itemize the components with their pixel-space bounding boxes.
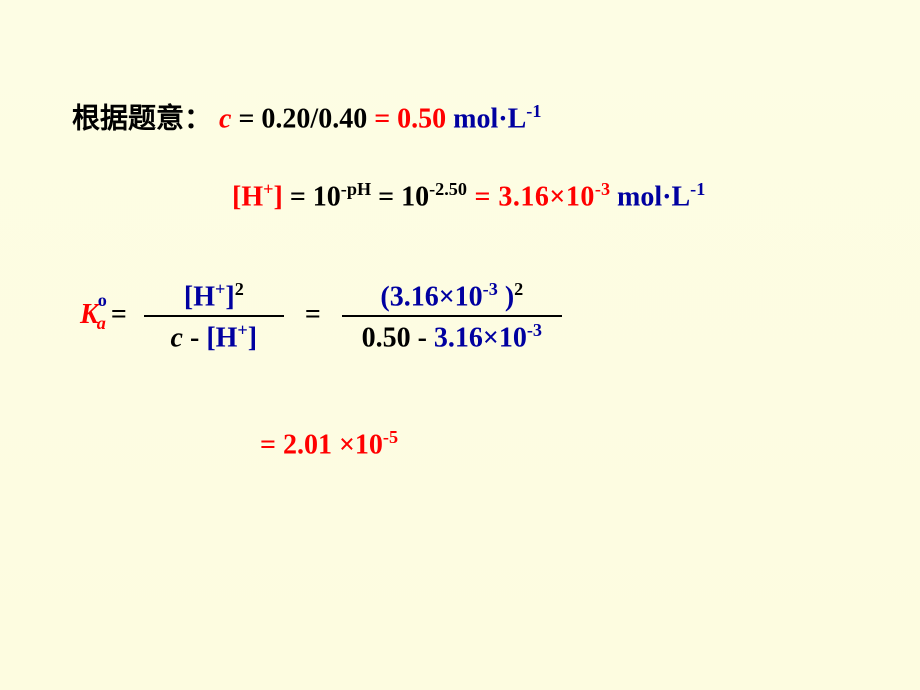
ka-row: Kao= [H+]2 c - [H+] = (3.16×10-3 )2 0.50… bbox=[80, 280, 566, 353]
result-eq: = 2.01 ×10 bbox=[260, 429, 383, 460]
ka-rhs-den-a: 0.50 - bbox=[362, 323, 434, 354]
line1-unit-exp: -1 bbox=[526, 101, 541, 121]
ka-rhs-num-exp: -3 bbox=[483, 279, 498, 299]
line2-sup-m3: -3 bbox=[595, 179, 610, 199]
line1-eq-frac: = 0.20/0.40 bbox=[231, 103, 367, 134]
ka-den-h: [H bbox=[206, 323, 237, 354]
ka-rhs-den: 0.50 - 3.16×10-3 bbox=[342, 321, 562, 352]
ka-rhs-bar bbox=[342, 315, 562, 317]
ka-rhs-frac: (3.16×10-3 )2 0.50 - 3.16×10-3 bbox=[342, 280, 562, 353]
line2-h-close: ] bbox=[273, 181, 282, 212]
ka-num-close: ] bbox=[225, 281, 234, 312]
line2-unit-mol: mol·L bbox=[617, 181, 690, 212]
line2-h-open: [H bbox=[232, 181, 263, 212]
line1-unit-mol: mol·L bbox=[453, 103, 526, 134]
ka-mid-eq: = bbox=[305, 299, 321, 330]
line2-eq1: = 10 bbox=[283, 181, 341, 212]
ka-K: K bbox=[80, 299, 99, 330]
ka-a-sub: a bbox=[97, 313, 106, 333]
ka-den-minus: - bbox=[183, 323, 206, 354]
line2-eq2: = 10 bbox=[371, 181, 429, 212]
ka-rhs-den-b: 3.16×10 bbox=[434, 323, 527, 354]
ka-rhs-den-exp: -3 bbox=[527, 320, 542, 340]
line2-unit-exp: -1 bbox=[690, 179, 705, 199]
ka-rhs-num-sq: 2 bbox=[514, 279, 523, 299]
ka-den-plus: + bbox=[237, 320, 247, 340]
ka-lhs-frac: [H+]2 c - [H+] bbox=[144, 280, 284, 353]
ka-lhs-den: c - [H+] bbox=[144, 321, 284, 352]
ka-rhs-num-a: (3.16×10 bbox=[380, 281, 482, 312]
ka-num-plus: + bbox=[215, 279, 225, 299]
ka-num-sq: 2 bbox=[235, 279, 244, 299]
line1-eq-val: = 0.50 bbox=[367, 103, 453, 134]
ka-eq1: = bbox=[111, 299, 127, 330]
line2-eq-val: = 3.16×10 bbox=[467, 181, 595, 212]
ka-lhs-bar bbox=[144, 315, 284, 317]
ka-theta: o bbox=[98, 290, 107, 310]
ka-den-close: ] bbox=[248, 323, 257, 354]
ka-rhs-num: (3.16×10-3 )2 bbox=[342, 280, 562, 311]
ka-num-h: [H bbox=[184, 281, 215, 312]
line1-cvar: c bbox=[219, 103, 231, 134]
line2-sup-val: -2.50 bbox=[429, 179, 467, 199]
ka-rhs-num-b: ) bbox=[498, 281, 514, 312]
ka-den-c: c bbox=[171, 323, 183, 354]
line2-h-plus: + bbox=[263, 179, 273, 199]
result-line: = 2.01 ×10-5 bbox=[260, 428, 398, 459]
result-exp: -5 bbox=[383, 427, 398, 447]
line2-space bbox=[610, 181, 617, 212]
line1: 根据题意： c = 0.20/0.40 = 0.50 mol·L-1 bbox=[72, 102, 541, 133]
line2-sup-pH: -pH bbox=[341, 179, 371, 199]
ka-lhs-num: [H+]2 bbox=[144, 280, 284, 311]
line1-prefix: 根据题意： bbox=[72, 103, 212, 134]
line2: [H+] = 10-pH = 10-2.50 = 3.16×10-3 mol·L… bbox=[232, 180, 705, 211]
